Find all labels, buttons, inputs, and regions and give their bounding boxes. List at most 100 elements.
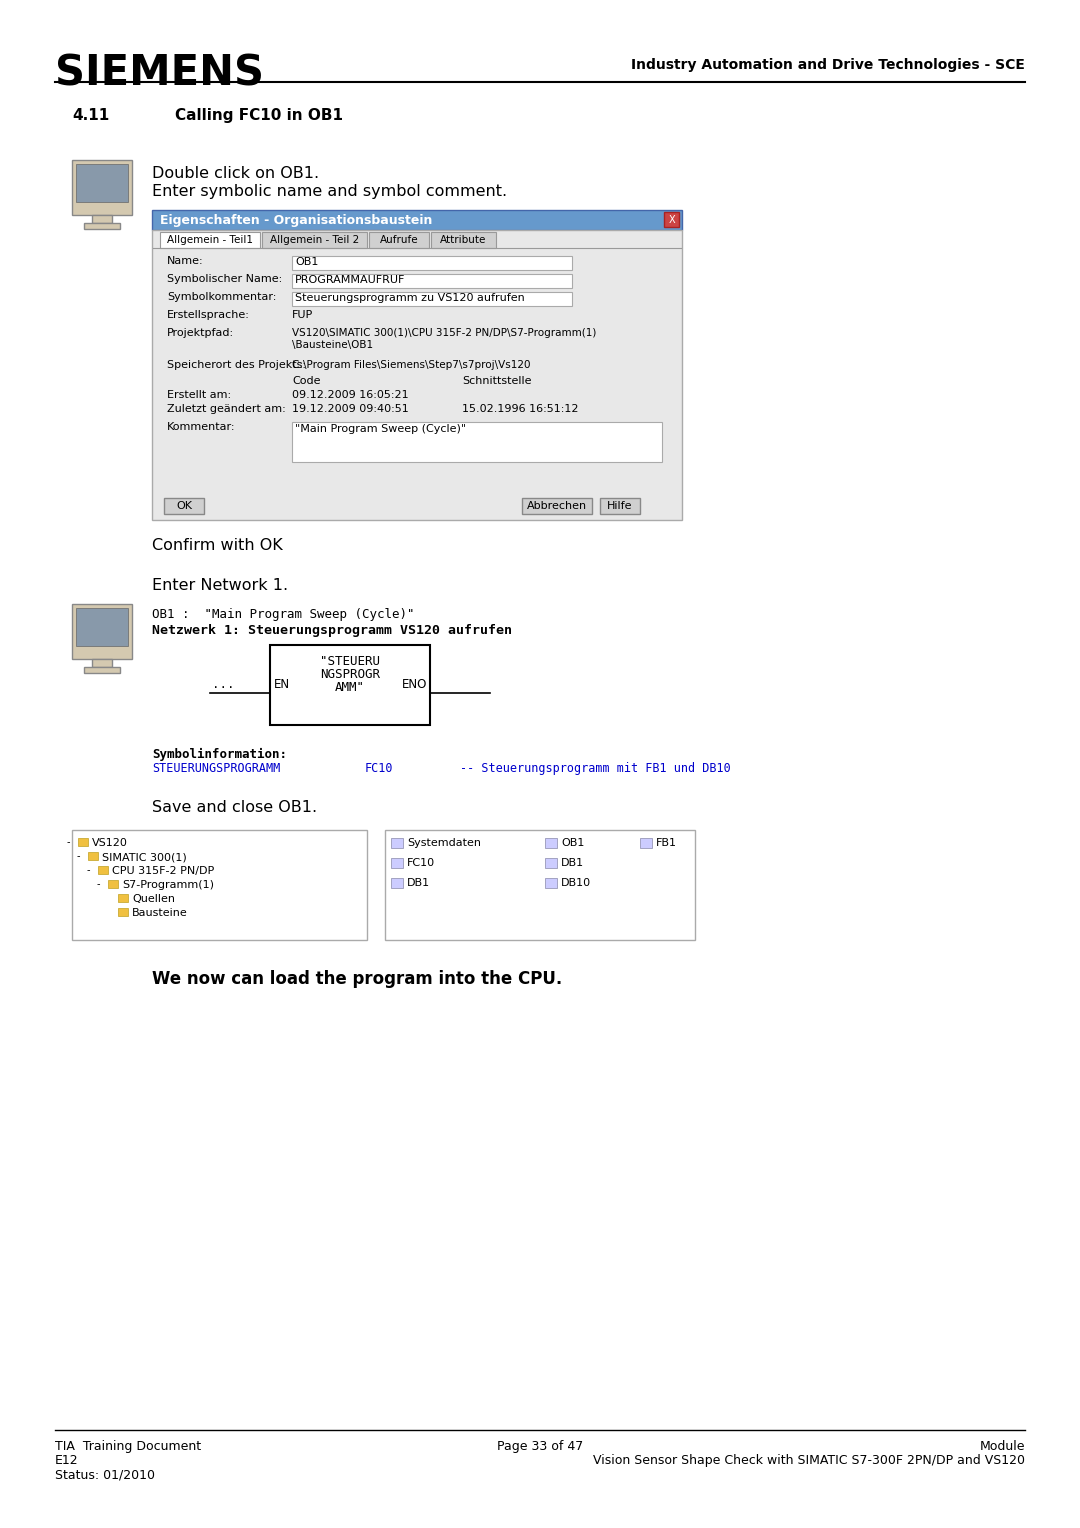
Text: Bausteine: Bausteine [132, 908, 188, 918]
Bar [262, 232, 367, 248]
Bar [118, 894, 129, 902]
Bar [391, 859, 403, 868]
Bar [76, 608, 129, 646]
Bar [391, 837, 403, 848]
Text: Enter Network 1.: Enter Network 1. [152, 578, 288, 593]
Text: Erstellt am:: Erstellt am: [167, 390, 231, 400]
Bar [431, 232, 496, 248]
Text: OB1: OB1 [295, 257, 319, 267]
Text: Steuerungsprogramm zu VS120 aufrufen: Steuerungsprogramm zu VS120 aufrufen [295, 293, 525, 303]
Bar [76, 163, 129, 202]
Text: Speicherort des Projekts:: Speicherort des Projekts: [167, 361, 306, 370]
Bar [92, 215, 112, 223]
Text: Netzwerk 1: Steuerungsprogramm VS120 aufrufen: Netzwerk 1: Steuerungsprogramm VS120 auf… [152, 623, 512, 637]
Text: 4.11: 4.11 [72, 108, 109, 122]
Text: Schnittstelle: Schnittstelle [462, 376, 531, 387]
Bar [118, 908, 129, 915]
Text: -: - [77, 851, 80, 860]
Text: CPU 315F-2 PN/DP: CPU 315F-2 PN/DP [112, 866, 214, 876]
Bar [369, 232, 429, 248]
Text: Enter symbolic name and symbol comment.: Enter symbolic name and symbol comment. [152, 183, 508, 199]
Text: Module: Module [980, 1439, 1025, 1453]
Text: FB1: FB1 [656, 837, 677, 848]
Text: ENO: ENO [402, 678, 428, 691]
Text: Status: 01/2010: Status: 01/2010 [55, 1468, 156, 1481]
Text: SIMATIC 300(1): SIMATIC 300(1) [102, 853, 187, 862]
Text: DB1: DB1 [407, 879, 430, 888]
Text: VS120\SIMATIC 300(1)\CPU 315F-2 PN/DP\S7-Programm(1): VS120\SIMATIC 300(1)\CPU 315F-2 PN/DP\S7… [292, 329, 596, 338]
Bar [545, 837, 557, 848]
Bar [152, 209, 681, 231]
Text: EN: EN [274, 678, 291, 691]
Bar [108, 880, 118, 888]
Text: Systemdaten: Systemdaten [407, 837, 481, 848]
Text: FUP: FUP [292, 310, 313, 319]
Bar [270, 645, 430, 724]
Bar [84, 223, 120, 229]
Bar [522, 498, 592, 513]
Text: Symbolischer Name:: Symbolischer Name: [167, 274, 282, 284]
Text: OK: OK [176, 501, 192, 510]
Text: Hilfe: Hilfe [607, 501, 633, 510]
Bar [152, 231, 681, 520]
Text: "STEUERU: "STEUERU [320, 656, 380, 668]
Bar [164, 498, 204, 513]
Text: -: - [86, 865, 90, 876]
Text: FC10: FC10 [365, 762, 393, 775]
Text: Zuletzt geändert am:: Zuletzt geändert am: [167, 403, 286, 414]
Bar [292, 257, 572, 270]
Text: NGSPROGR: NGSPROGR [320, 668, 380, 681]
Text: S7-Programm(1): S7-Programm(1) [122, 880, 214, 889]
Text: Calling FC10 in OB1: Calling FC10 in OB1 [175, 108, 343, 122]
Text: AMM": AMM" [335, 681, 365, 694]
Bar [545, 859, 557, 868]
Text: We now can load the program into the CPU.: We now can load the program into the CPU… [152, 970, 563, 989]
Text: SIEMENS: SIEMENS [55, 52, 264, 95]
Bar [391, 879, 403, 888]
Bar [292, 422, 662, 461]
Text: -- Steuerungsprogramm mit FB1 und DB10: -- Steuerungsprogramm mit FB1 und DB10 [460, 762, 731, 775]
Text: ...: ... [212, 678, 234, 691]
Text: Name:: Name: [167, 257, 204, 266]
Text: Symbolinformation:: Symbolinformation: [152, 749, 287, 761]
Text: Eigenschaften - Organisationsbaustein: Eigenschaften - Organisationsbaustein [160, 214, 432, 226]
Text: 15.02.1996 16:51:12: 15.02.1996 16:51:12 [462, 403, 579, 414]
Text: \Bausteine\OB1: \Bausteine\OB1 [292, 341, 373, 350]
Text: Aufrufe: Aufrufe [380, 235, 418, 244]
Text: 19.12.2009 09:40:51: 19.12.2009 09:40:51 [292, 403, 408, 414]
Text: Save and close OB1.: Save and close OB1. [152, 801, 318, 814]
Text: Quellen: Quellen [132, 894, 175, 905]
Bar [384, 830, 696, 940]
Text: Industry Automation and Drive Technologies - SCE: Industry Automation and Drive Technologi… [631, 58, 1025, 72]
Text: Attribute: Attribute [441, 235, 487, 244]
Bar [545, 879, 557, 888]
Bar [72, 604, 132, 659]
Text: Kommentar:: Kommentar: [167, 422, 235, 432]
Text: Double click on OB1.: Double click on OB1. [152, 167, 319, 180]
Text: Symbolkommentar:: Symbolkommentar: [167, 292, 276, 303]
Text: Code: Code [292, 376, 321, 387]
Text: -: - [66, 837, 70, 847]
Bar [664, 212, 679, 228]
Text: Abbrechen: Abbrechen [527, 501, 588, 510]
Text: -: - [96, 879, 99, 889]
Text: X: X [669, 215, 675, 225]
Bar [92, 659, 112, 668]
Text: Confirm with OK: Confirm with OK [152, 538, 283, 553]
Text: Projektpfad:: Projektpfad: [167, 329, 234, 338]
Bar [72, 830, 367, 940]
Text: PROGRAMMAUFRUF: PROGRAMMAUFRUF [295, 275, 405, 286]
Text: E12: E12 [55, 1455, 79, 1467]
Text: STEUERUNGSPROGRAMM: STEUERUNGSPROGRAMM [152, 762, 280, 775]
Text: Erstellsprache:: Erstellsprache: [167, 310, 249, 319]
Text: OB1 :  "Main Program Sweep (Cycle)": OB1 : "Main Program Sweep (Cycle)" [152, 608, 415, 620]
Text: Allgemein - Teil1: Allgemein - Teil1 [167, 235, 253, 244]
Text: Page 33 of 47: Page 33 of 47 [497, 1439, 583, 1453]
Bar [87, 853, 98, 860]
Text: C:\Program Files\Siemens\Step7\s7proj\Vs120: C:\Program Files\Siemens\Step7\s7proj\Vs… [292, 361, 530, 370]
Text: VS120: VS120 [92, 837, 127, 848]
Bar [292, 274, 572, 287]
Text: DB1: DB1 [561, 859, 584, 868]
Bar [600, 498, 640, 513]
Text: Allgemein - Teil 2: Allgemein - Teil 2 [270, 235, 360, 244]
